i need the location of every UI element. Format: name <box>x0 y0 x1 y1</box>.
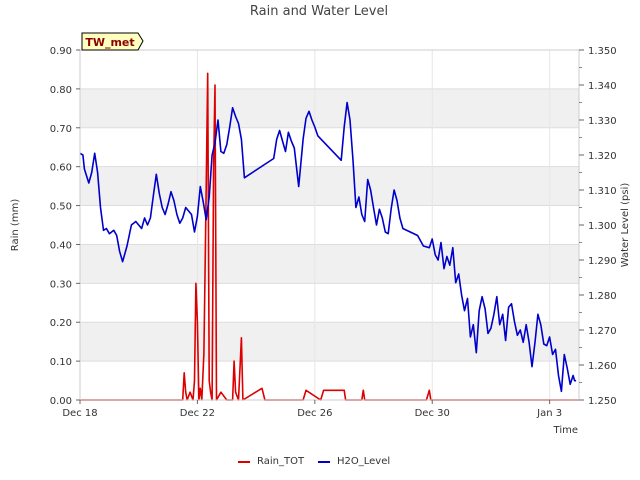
site-badge: TW_met <box>81 32 144 51</box>
legend: Rain_TOT H2O_Level <box>238 456 390 467</box>
legend-label: Rain_TOT <box>257 456 305 467</box>
tick-label-left: 0.10 <box>50 357 72 368</box>
y-axis-right-ticks: 1.250 1.260 1.270 1.280 1.290 1.300 1.310 1.320… <box>579 46 617 407</box>
tick-label-x: Jan 3 <box>536 408 562 419</box>
tick-label-left: 0.30 <box>50 279 72 290</box>
background-band <box>80 244 579 284</box>
tick-label-left: 0.00 <box>50 396 72 407</box>
tick-label-right: 1.290 <box>588 256 617 267</box>
tick-label-x: Dec 18 <box>62 408 97 419</box>
plot-background-bands <box>80 88 579 362</box>
series-layer <box>79 72 579 401</box>
background-band <box>80 88 579 128</box>
tick-label-right: 1.340 <box>588 81 617 92</box>
site-badge-label: TW_met <box>85 36 134 49</box>
tick-label-right: 1.350 <box>588 46 617 57</box>
tick-label-left: 0.70 <box>50 124 72 135</box>
tick-label-right: 1.250 <box>588 396 617 407</box>
background-band <box>80 322 579 362</box>
tick-label-right: 1.310 <box>588 186 617 197</box>
tick-label-right: 1.300 <box>588 221 617 232</box>
x-axis-label: Time <box>553 425 578 436</box>
tick-label-right: 1.270 <box>588 326 617 337</box>
tick-label-x: Dec 22 <box>180 408 215 419</box>
tick-label-left: 0.50 <box>50 202 72 213</box>
y-axis-left-label: Rain (mm) <box>10 199 21 252</box>
series-line-rain-tot <box>80 72 579 401</box>
tick-label-left: 0.40 <box>50 240 72 251</box>
y-axis-left-ticks: 0.00 0.10 0.20 0.30 0.40 0.50 0.60 0.70 0.80 0.90 <box>50 46 80 407</box>
tick-label-left: 0.60 <box>50 163 72 174</box>
tick-label-left: 0.80 <box>50 85 72 96</box>
tick-label-right: 1.280 <box>588 291 617 302</box>
chart-title: Rain and Water Level <box>250 4 388 19</box>
x-axis-ticks: Dec 18 Dec 22 Dec 26 Dec 30 Jan 3 <box>62 400 562 419</box>
y-axis-right-label: Water Level (psi) <box>620 183 631 268</box>
legend-label: H2O_Level <box>337 456 390 467</box>
tick-label-x: Dec 30 <box>415 408 450 419</box>
site-badge-box <box>81 32 144 51</box>
tick-label-left: 0.90 <box>50 46 72 57</box>
series-line-h2o-level <box>79 101 577 393</box>
tick-label-right: 1.260 <box>588 361 617 372</box>
background-band <box>80 166 579 206</box>
tick-label-right: 1.330 <box>588 116 617 127</box>
tick-label-x: Dec 26 <box>297 408 332 419</box>
tick-label-left: 0.20 <box>50 318 72 329</box>
tick-label-right: 1.320 <box>588 151 617 162</box>
